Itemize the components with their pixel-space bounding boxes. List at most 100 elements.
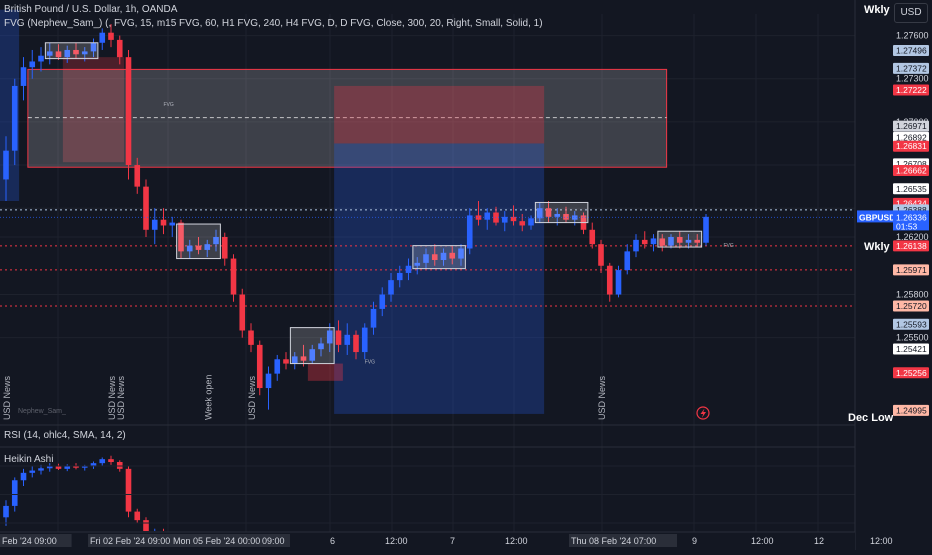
- candle[interactable]: [291, 352, 298, 370]
- symbol-title[interactable]: British Pound / U.S. Dollar, 1h, OANDA: [4, 4, 178, 15]
- ha-candle[interactable]: [90, 461, 97, 469]
- fvg-box[interactable]: [412, 245, 466, 270]
- candle[interactable]: [239, 288, 246, 338]
- candle[interactable]: [388, 272, 394, 302]
- candle[interactable]: [116, 35, 123, 65]
- lightning-icon[interactable]: [696, 406, 710, 420]
- candle[interactable]: [99, 28, 106, 50]
- candle[interactable]: [598, 239, 604, 273]
- indicator-legend[interactable]: FVG (Nephew_Sam_) (, FVG, 15, m15 FVG, 6…: [4, 18, 543, 29]
- candle[interactable]: [563, 206, 569, 223]
- fvg-box[interactable]: [289, 327, 335, 365]
- candle[interactable]: [633, 234, 639, 258]
- candle[interactable]: [475, 201, 482, 226]
- ha-candle[interactable]: [55, 463, 62, 470]
- candle[interactable]: [694, 234, 701, 248]
- candle[interactable]: [484, 208, 491, 230]
- fvg-box[interactable]: [44, 42, 99, 60]
- candle[interactable]: [431, 244, 438, 266]
- candle[interactable]: [379, 287, 386, 317]
- candle[interactable]: [449, 245, 456, 265]
- candle[interactable]: [344, 323, 351, 355]
- candle[interactable]: [536, 202, 543, 223]
- candle[interactable]: [125, 49, 132, 180]
- candle[interactable]: [64, 45, 71, 63]
- candle[interactable]: [143, 179, 149, 237]
- candle[interactable]: [624, 244, 631, 275]
- candle[interactable]: [248, 323, 254, 353]
- candle[interactable]: [20, 57, 27, 101]
- currency-button[interactable]: USD: [894, 3, 928, 23]
- candle[interactable]: [195, 236, 202, 255]
- candle[interactable]: [353, 330, 359, 360]
- candle[interactable]: [466, 208, 473, 255]
- candle[interactable]: [169, 216, 176, 237]
- candle[interactable]: [589, 222, 596, 249]
- fvg-box[interactable]: [657, 230, 703, 248]
- ha-candle[interactable]: [143, 517, 149, 531]
- candle[interactable]: [29, 49, 36, 79]
- candle[interactable]: [186, 239, 193, 259]
- candle[interactable]: [90, 38, 97, 58]
- candle[interactable]: [668, 234, 674, 249]
- candle[interactable]: [641, 231, 648, 249]
- candle[interactable]: [46, 42, 53, 65]
- heikin-ashi-title[interactable]: Heikin Ashi: [4, 454, 54, 465]
- candle[interactable]: [440, 248, 447, 266]
- candle[interactable]: [151, 208, 158, 245]
- candle[interactable]: [283, 352, 289, 370]
- candle[interactable]: [300, 344, 307, 367]
- candle[interactable]: [309, 344, 316, 364]
- candle[interactable]: [3, 136, 9, 202]
- ha-candle[interactable]: [29, 466, 36, 478]
- ha-candle[interactable]: [134, 508, 141, 523]
- candle[interactable]: [256, 340, 263, 396]
- candle[interactable]: [178, 219, 184, 259]
- candle[interactable]: [519, 213, 526, 232]
- candle[interactable]: [615, 265, 622, 298]
- fvg-box[interactable]: [176, 223, 221, 260]
- candle[interactable]: [134, 157, 141, 194]
- ha-candle[interactable]: [3, 500, 9, 526]
- ha-candle[interactable]: [46, 463, 53, 472]
- ha-candle[interactable]: [20, 468, 27, 486]
- candle[interactable]: [676, 231, 683, 249]
- candle[interactable]: [318, 337, 324, 357]
- candle[interactable]: [160, 208, 167, 235]
- candle[interactable]: [213, 229, 219, 252]
- candle[interactable]: [55, 44, 62, 61]
- candle[interactable]: [73, 42, 79, 59]
- candle[interactable]: [361, 323, 368, 360]
- candle[interactable]: [606, 262, 613, 302]
- candle[interactable]: [458, 244, 464, 266]
- candle[interactable]: [204, 239, 211, 258]
- candle[interactable]: [38, 47, 44, 72]
- ha-candle[interactable]: [108, 455, 114, 465]
- candle[interactable]: [335, 320, 342, 353]
- candle[interactable]: [221, 232, 228, 266]
- candle[interactable]: [659, 234, 666, 252]
- ha-candle[interactable]: [99, 457, 106, 466]
- candle[interactable]: [230, 254, 237, 302]
- candle[interactable]: [396, 265, 403, 288]
- candle[interactable]: [414, 257, 421, 275]
- fvg-box[interactable]: [534, 201, 589, 224]
- candle[interactable]: [11, 78, 18, 166]
- candle[interactable]: [108, 24, 114, 48]
- candle[interactable]: [685, 234, 692, 249]
- candle[interactable]: [510, 205, 517, 226]
- candle[interactable]: [370, 301, 377, 335]
- ha-candle[interactable]: [64, 464, 71, 472]
- candle[interactable]: [703, 213, 709, 246]
- rsi-panel-title[interactable]: RSI (14, ohlc4, SMA, 14, 2): [4, 430, 126, 441]
- candle[interactable]: [501, 211, 508, 232]
- candle[interactable]: [405, 258, 412, 281]
- candle[interactable]: [545, 201, 552, 223]
- candle[interactable]: [650, 234, 657, 252]
- candle[interactable]: [265, 366, 272, 410]
- candle[interactable]: [274, 354, 281, 381]
- candle[interactable]: [423, 248, 429, 269]
- ha-candle[interactable]: [125, 466, 132, 518]
